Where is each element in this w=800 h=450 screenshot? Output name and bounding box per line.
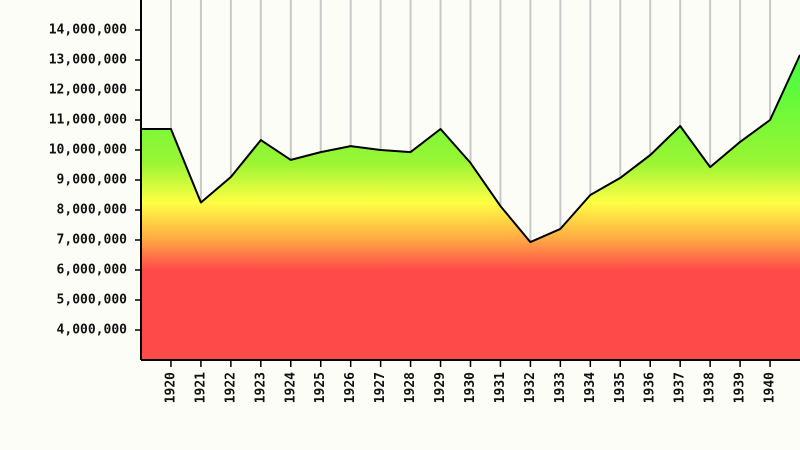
y-tick-label: 9,000,000 — [57, 173, 128, 188]
x-tick-label: 1922 — [223, 372, 238, 403]
x-tick-label: 1936 — [643, 372, 658, 403]
x-tick-label: 1931 — [493, 372, 508, 403]
x-tick-label: 1921 — [193, 372, 208, 403]
x-tick-label: 1937 — [673, 372, 688, 403]
area-line — [141, 54, 800, 244]
area-fill — [141, 54, 800, 361]
x-tick-label: 1923 — [253, 372, 268, 403]
x-tick-label: 1938 — [703, 372, 718, 403]
y-tick-label: 7,000,000 — [57, 233, 128, 248]
axes: 1920 1921 1922 1923 1924 1925 1926 1927 1928 1929… — [49, 0, 800, 403]
x-tick-label: 1932 — [523, 372, 538, 403]
y-tick-label: 13,000,000 — [49, 53, 127, 68]
y-tick-label: 5,000,000 — [57, 293, 128, 308]
y-tick-label: 6,000,000 — [57, 263, 128, 278]
y-tick-label: 11,000,000 — [49, 113, 127, 128]
y-tick-label: 10,000,000 — [49, 143, 127, 158]
area-layer — [141, 54, 800, 361]
x-tick-label: 1940 — [763, 372, 778, 403]
x-tick-label: 1933 — [553, 372, 568, 403]
x-tick-label: 1939 — [733, 372, 748, 403]
x-tick-label: 1925 — [313, 372, 328, 403]
x-tick-label: 1924 — [283, 372, 298, 403]
x-tick-label: 1926 — [343, 372, 358, 403]
x-tick-label: 1928 — [403, 372, 418, 403]
y-tick-label: 4,000,000 — [57, 323, 128, 338]
x-tick-label: 1930 — [463, 372, 478, 403]
x-tick-label: 1920 — [163, 372, 178, 403]
x-tick-label: 1934 — [583, 372, 598, 403]
x-tick-label: 1927 — [373, 372, 388, 403]
y-tick-label: 14,000,000 — [49, 23, 127, 38]
x-tick-label: 1935 — [613, 372, 628, 403]
y-tick-label: 8,000,000 — [57, 203, 128, 218]
x-tick-label: 1929 — [433, 372, 448, 403]
y-tick-label: 12,000,000 — [49, 83, 127, 98]
